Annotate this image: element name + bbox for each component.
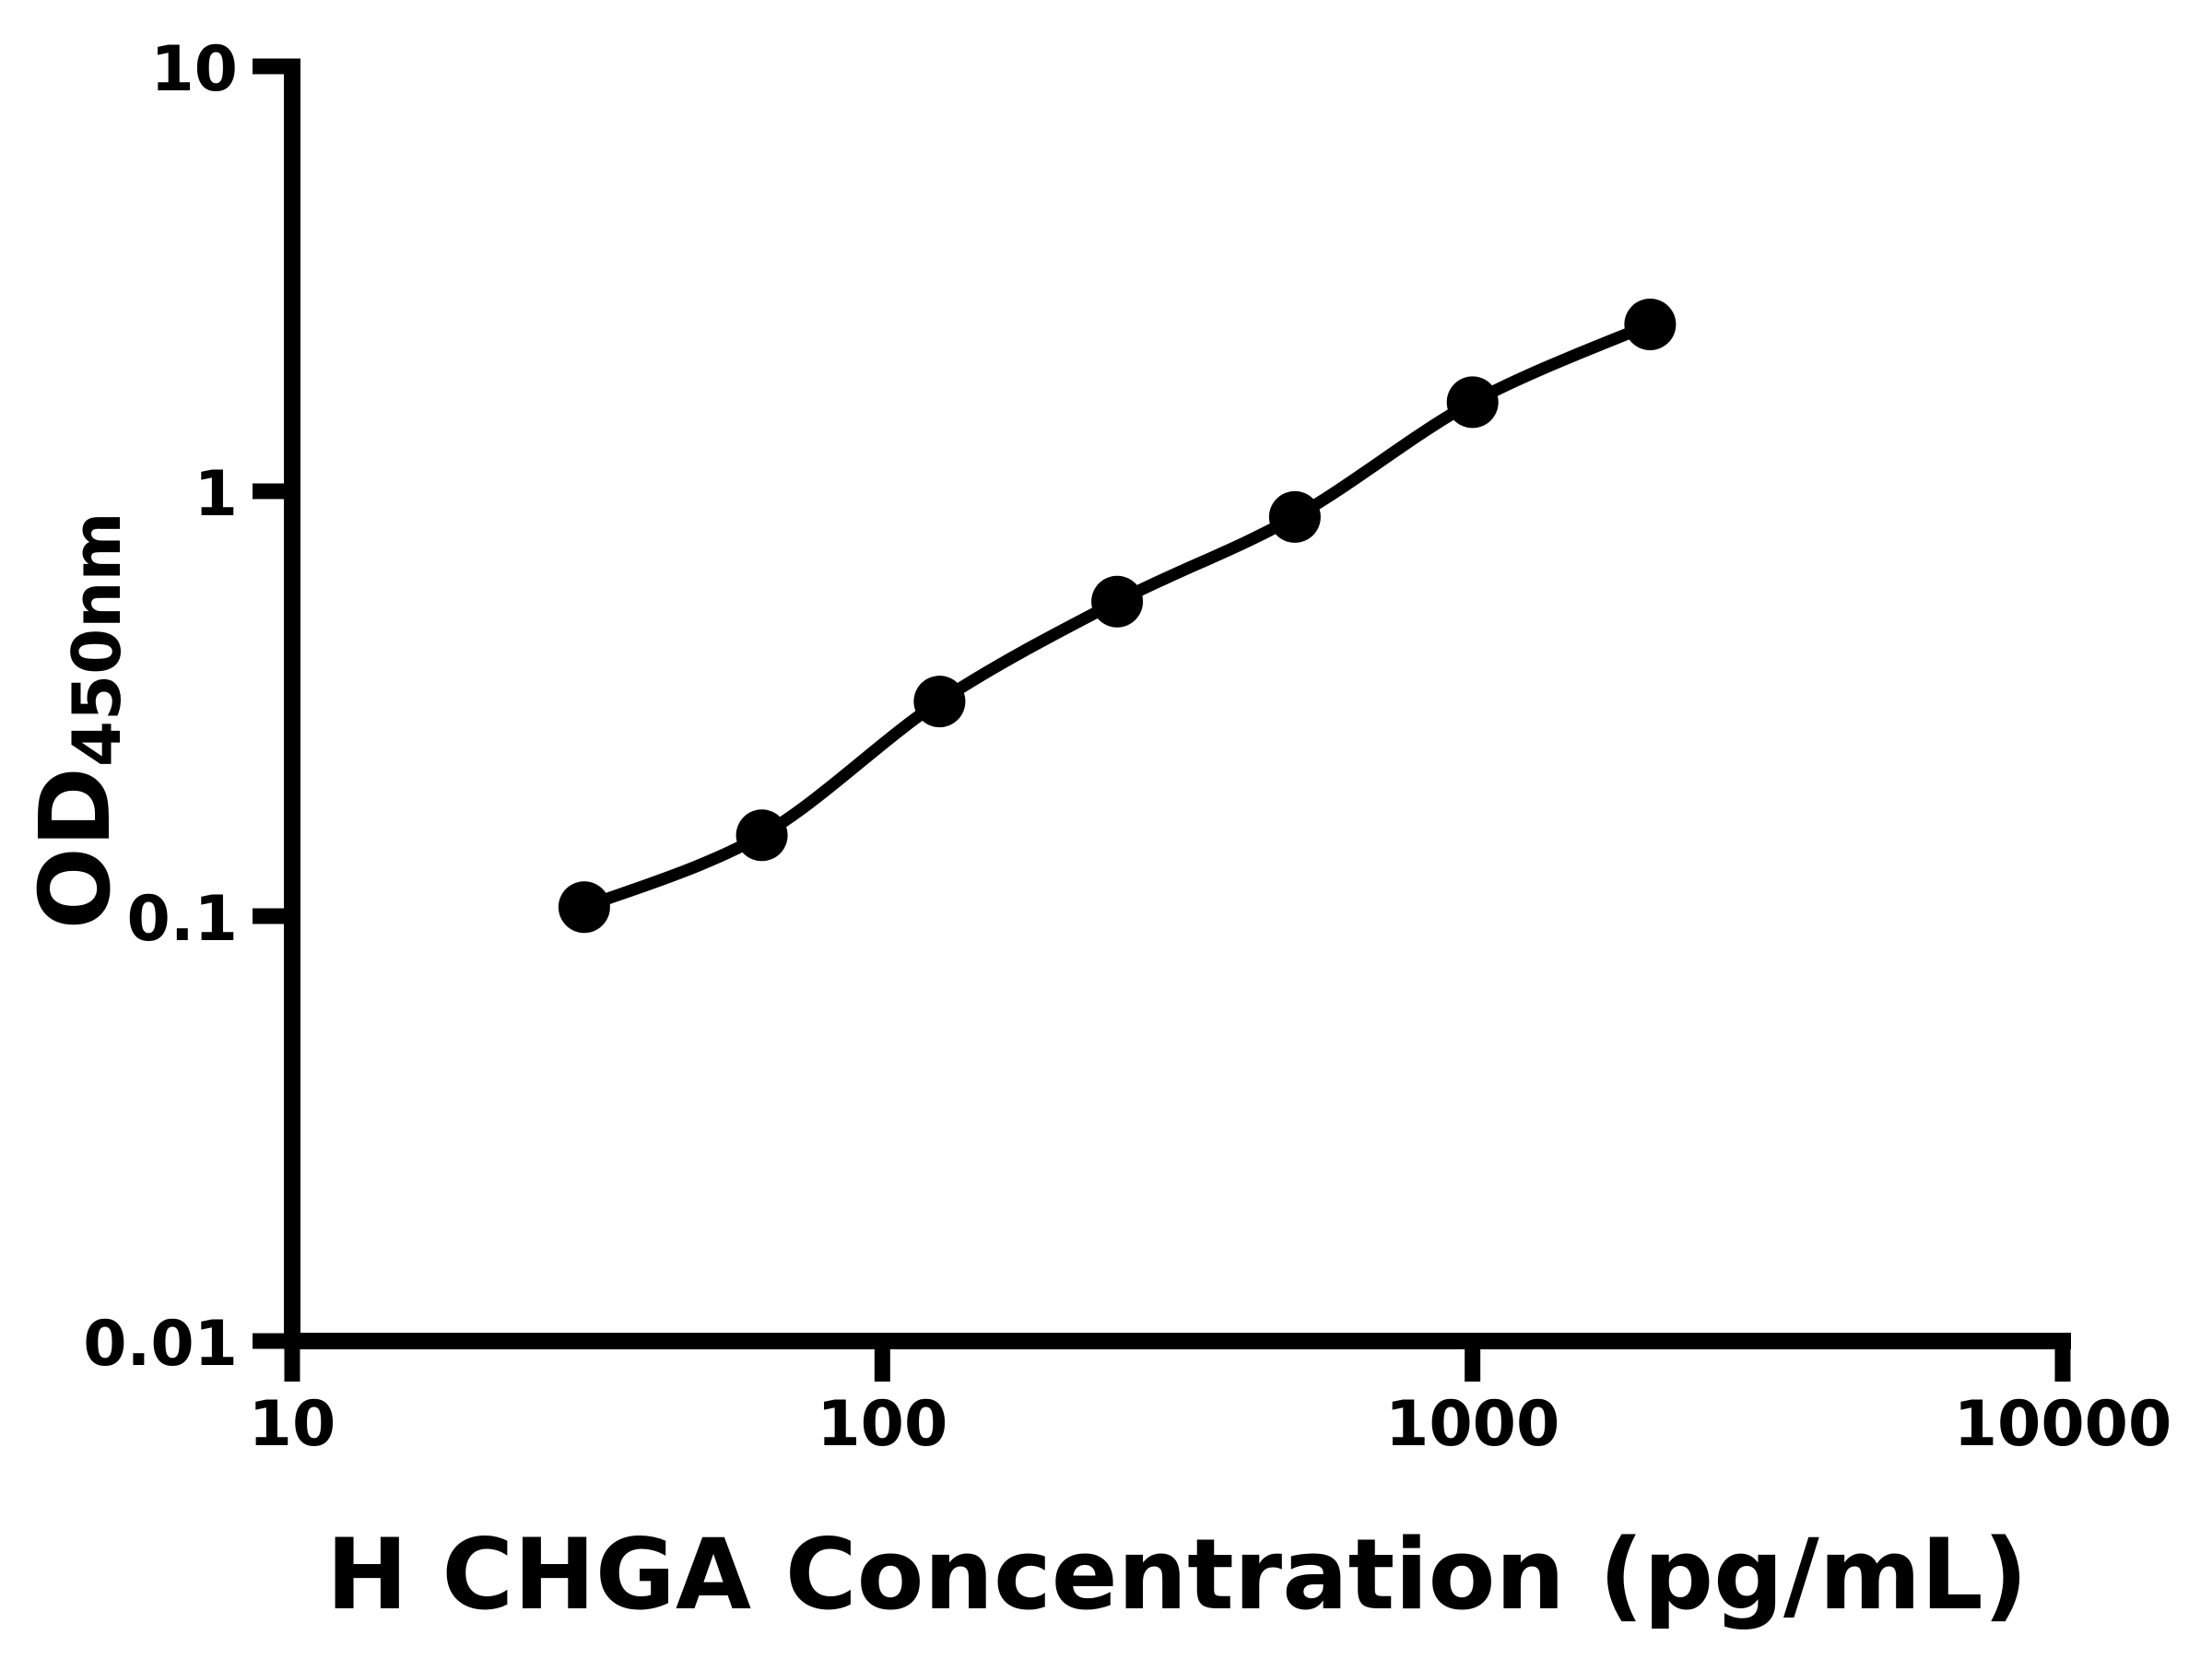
y-axis-label-subscript: 450nm [58,512,135,768]
y-tick-label-0.1: 0.1 [127,883,238,956]
data-point-1000pg [1446,376,1499,429]
x-tick-label-10000: 10000 [1954,1388,2172,1461]
y-axis-label-main: OD [19,767,132,929]
x-tick-label-100: 100 [817,1388,947,1461]
data-point-250pg [1091,575,1144,628]
y-tick-label-1: 1 [194,458,238,531]
data-point-125pg [913,676,966,728]
x-tick-label-1000: 1000 [1385,1388,1559,1461]
data-point-31.25pg [558,881,610,934]
x-tick-label-10: 10 [249,1388,336,1461]
y-tick-label-10: 10 [150,33,238,106]
data-point-500pg [1268,490,1321,543]
data-point-2000pg [1624,299,1677,350]
x-axis-label: H CHGA Concentration (pg/mL) [326,1518,2028,1631]
axis-spines [284,66,2071,1349]
data-point-62.5pg [735,809,788,862]
y-tick-label-0.01: 0.01 [83,1308,238,1381]
plot-area: 10 100 1000 10000 0.01 0.1 1 10 [83,33,2171,1461]
y-axis-label: OD450nm [19,512,135,930]
